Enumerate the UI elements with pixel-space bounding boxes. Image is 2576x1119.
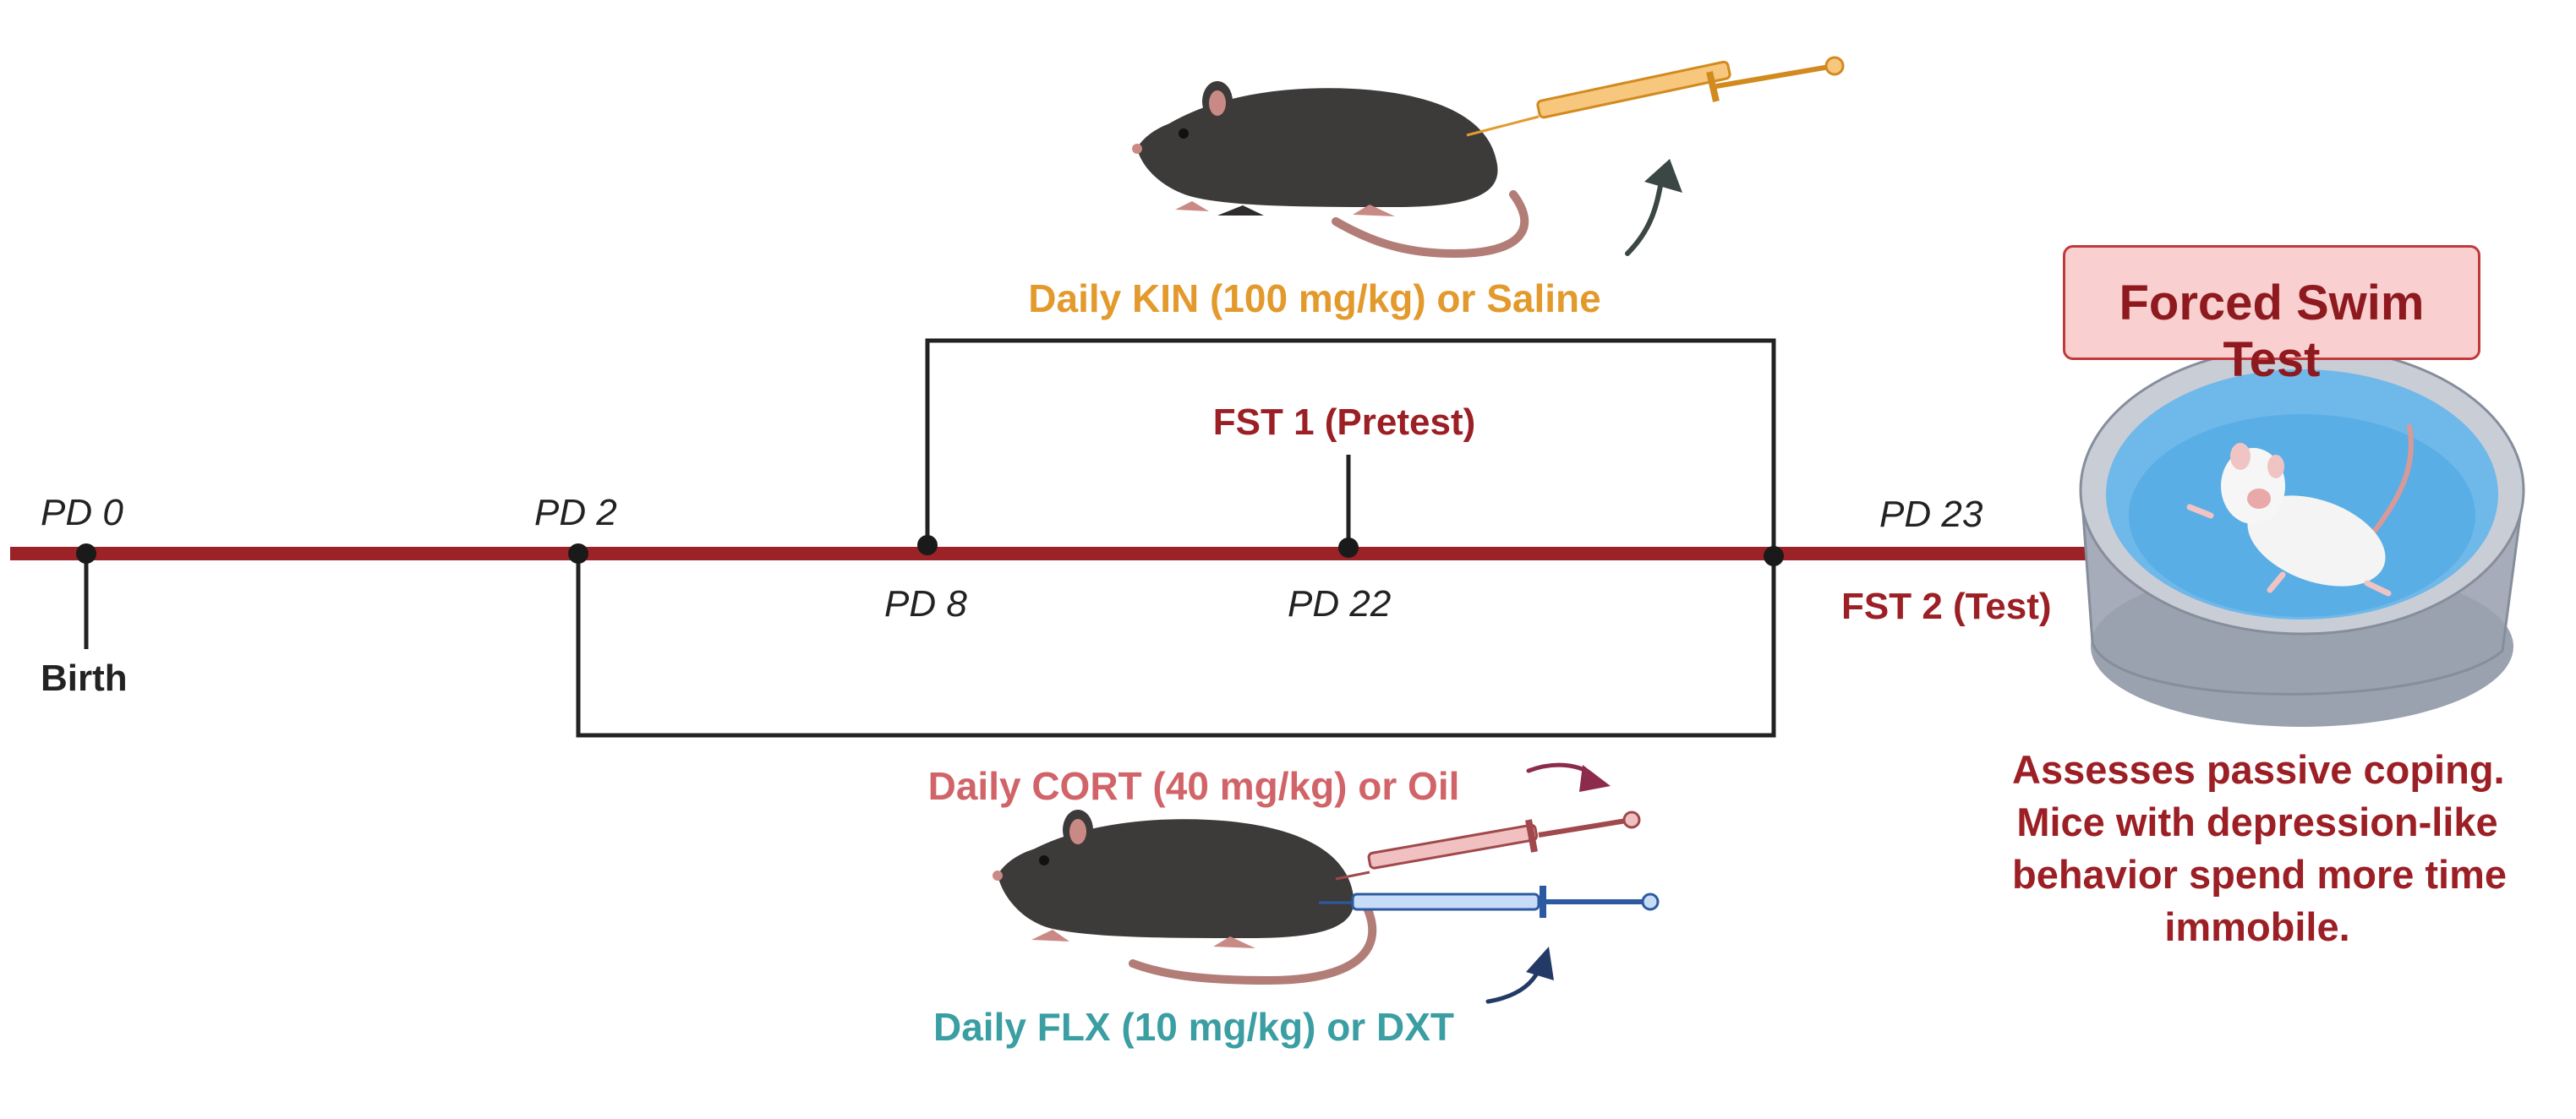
syringe-icon (1319, 886, 1660, 918)
curved-arrow-icon (1526, 762, 1611, 792)
fst-description-line: behavior spend more time (2012, 852, 2508, 897)
mouse-icon (1132, 81, 1529, 259)
fst-description-line: immobile. (2164, 904, 2350, 949)
pd8-marker (917, 535, 938, 555)
event-label-birth: Birth (41, 658, 128, 699)
pd22-marker (1338, 538, 1359, 558)
event-label-fst1: FST 1 (Pretest) (1212, 401, 1476, 443)
mouse-icon (993, 810, 1377, 985)
pd0-marker (76, 543, 96, 564)
curved-arrow-icon (1485, 947, 1554, 1004)
fst-description-line: Assesses passive coping. (2012, 747, 2505, 792)
curved-arrow-icon (1625, 159, 1682, 256)
syringe-icon (1466, 56, 1845, 137)
treatment-label-kin: Daily KIN (100 mg/kg) or Saline (1028, 276, 1601, 320)
fst-description: Assesses passive coping. Mice with depre… (2012, 744, 2508, 953)
fst-description-line: Mice with depression-like (2016, 800, 2498, 844)
pd2-marker (568, 543, 588, 564)
timepoint-label-pd8: PD 8 (884, 583, 967, 625)
cort-flx-treatment-bracket (576, 554, 1776, 738)
white-mouse-icon (2186, 424, 2414, 597)
treatment-label-flx: Daily FLX (10 mg/kg) or DXT (933, 1005, 1454, 1049)
timepoint-label-pd23: PD 23 (1879, 494, 1983, 535)
treatment-label-cort: Daily CORT (40 mg/kg) or Oil (927, 764, 1460, 808)
event-label-fst2: FST 2 (Test) (1841, 586, 2052, 627)
timepoint-label-pd2: PD 2 (534, 492, 617, 533)
fst-title: Forced Swim Test (2119, 276, 2425, 387)
swim-tank-icon (2079, 345, 2525, 727)
timepoint-label-pd22: PD 22 (1288, 583, 1392, 625)
fst-title-box: Forced Swim Test (2063, 245, 2480, 387)
kin-treatment-bracket (925, 338, 1776, 554)
syringe-icon (1335, 811, 1641, 881)
pd23-marker (1764, 546, 1784, 566)
timepoint-label-pd0: PD 0 (41, 492, 123, 533)
